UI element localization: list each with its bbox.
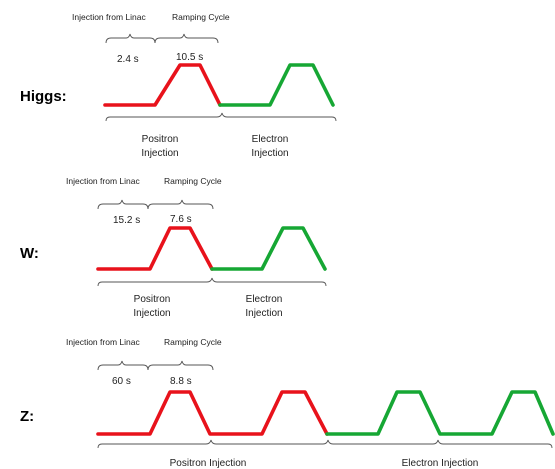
z-injection-brace <box>97 360 149 371</box>
z-injection-brace-bottom <box>97 439 553 449</box>
higgs-electron-cycle <box>218 63 335 107</box>
z-ramping-brace <box>147 360 214 371</box>
higgs-injection-brace <box>105 33 156 44</box>
w-injection-brace <box>97 199 149 210</box>
higgs-positron-label: Positron <box>142 134 179 145</box>
w-mode-label: W: <box>20 245 39 262</box>
w-electron-cycle <box>210 226 327 271</box>
higgs-electron-injection-label: Injection <box>251 148 288 159</box>
w-positron-cycle <box>96 226 214 271</box>
w-injection-brace-bottom <box>97 277 327 287</box>
z-ramping-cycle-label: Ramping Cycle <box>164 337 222 347</box>
z-section: Injection from Linac Ramping Cycle 60 s … <box>20 337 555 469</box>
higgs-injection-time: 2.4 s <box>117 54 139 65</box>
higgs-mode-label: Higgs: <box>20 88 67 105</box>
z-mode-label: Z: <box>20 408 34 425</box>
z-injection-time: 60 s <box>112 376 131 387</box>
z-positron-injection-label: Positron Injection <box>170 458 247 469</box>
higgs-injection-from-linac-label: Injection from Linac <box>72 12 146 22</box>
higgs-section: Injection from Linac Ramping Cycle 2.4 s… <box>20 12 337 159</box>
z-injection-from-linac-label: Injection from Linac <box>66 337 140 347</box>
higgs-injection-brace-bottom <box>105 112 337 122</box>
w-electron-injection-label: Injection <box>245 308 282 319</box>
w-ramping-time: 7.6 s <box>170 214 192 225</box>
w-ramping-cycle-label: Ramping Cycle <box>164 176 222 186</box>
higgs-ramping-time: 10.5 s <box>176 52 203 63</box>
z-positron-cycle <box>96 390 329 436</box>
z-electron-cycle <box>325 390 555 436</box>
higgs-ramping-brace <box>154 33 219 44</box>
w-injection-from-linac-label: Injection from Linac <box>66 176 140 186</box>
higgs-ramping-cycle-label: Ramping Cycle <box>172 12 230 22</box>
z-ramping-time: 8.8 s <box>170 376 192 387</box>
w-positron-label: Positron <box>134 294 171 305</box>
w-ramping-brace <box>147 199 214 210</box>
w-injection-time: 15.2 s <box>113 215 140 226</box>
w-positron-injection-label: Injection <box>133 308 170 319</box>
w-electron-label: Electron <box>246 294 283 305</box>
w-section: Injection from Linac Ramping Cycle 15.2 … <box>20 176 327 319</box>
higgs-electron-label: Electron <box>252 134 289 145</box>
higgs-positron-cycle <box>103 63 222 107</box>
higgs-positron-injection-label: Injection <box>141 148 178 159</box>
z-electron-injection-label: Electron Injection <box>402 458 479 469</box>
